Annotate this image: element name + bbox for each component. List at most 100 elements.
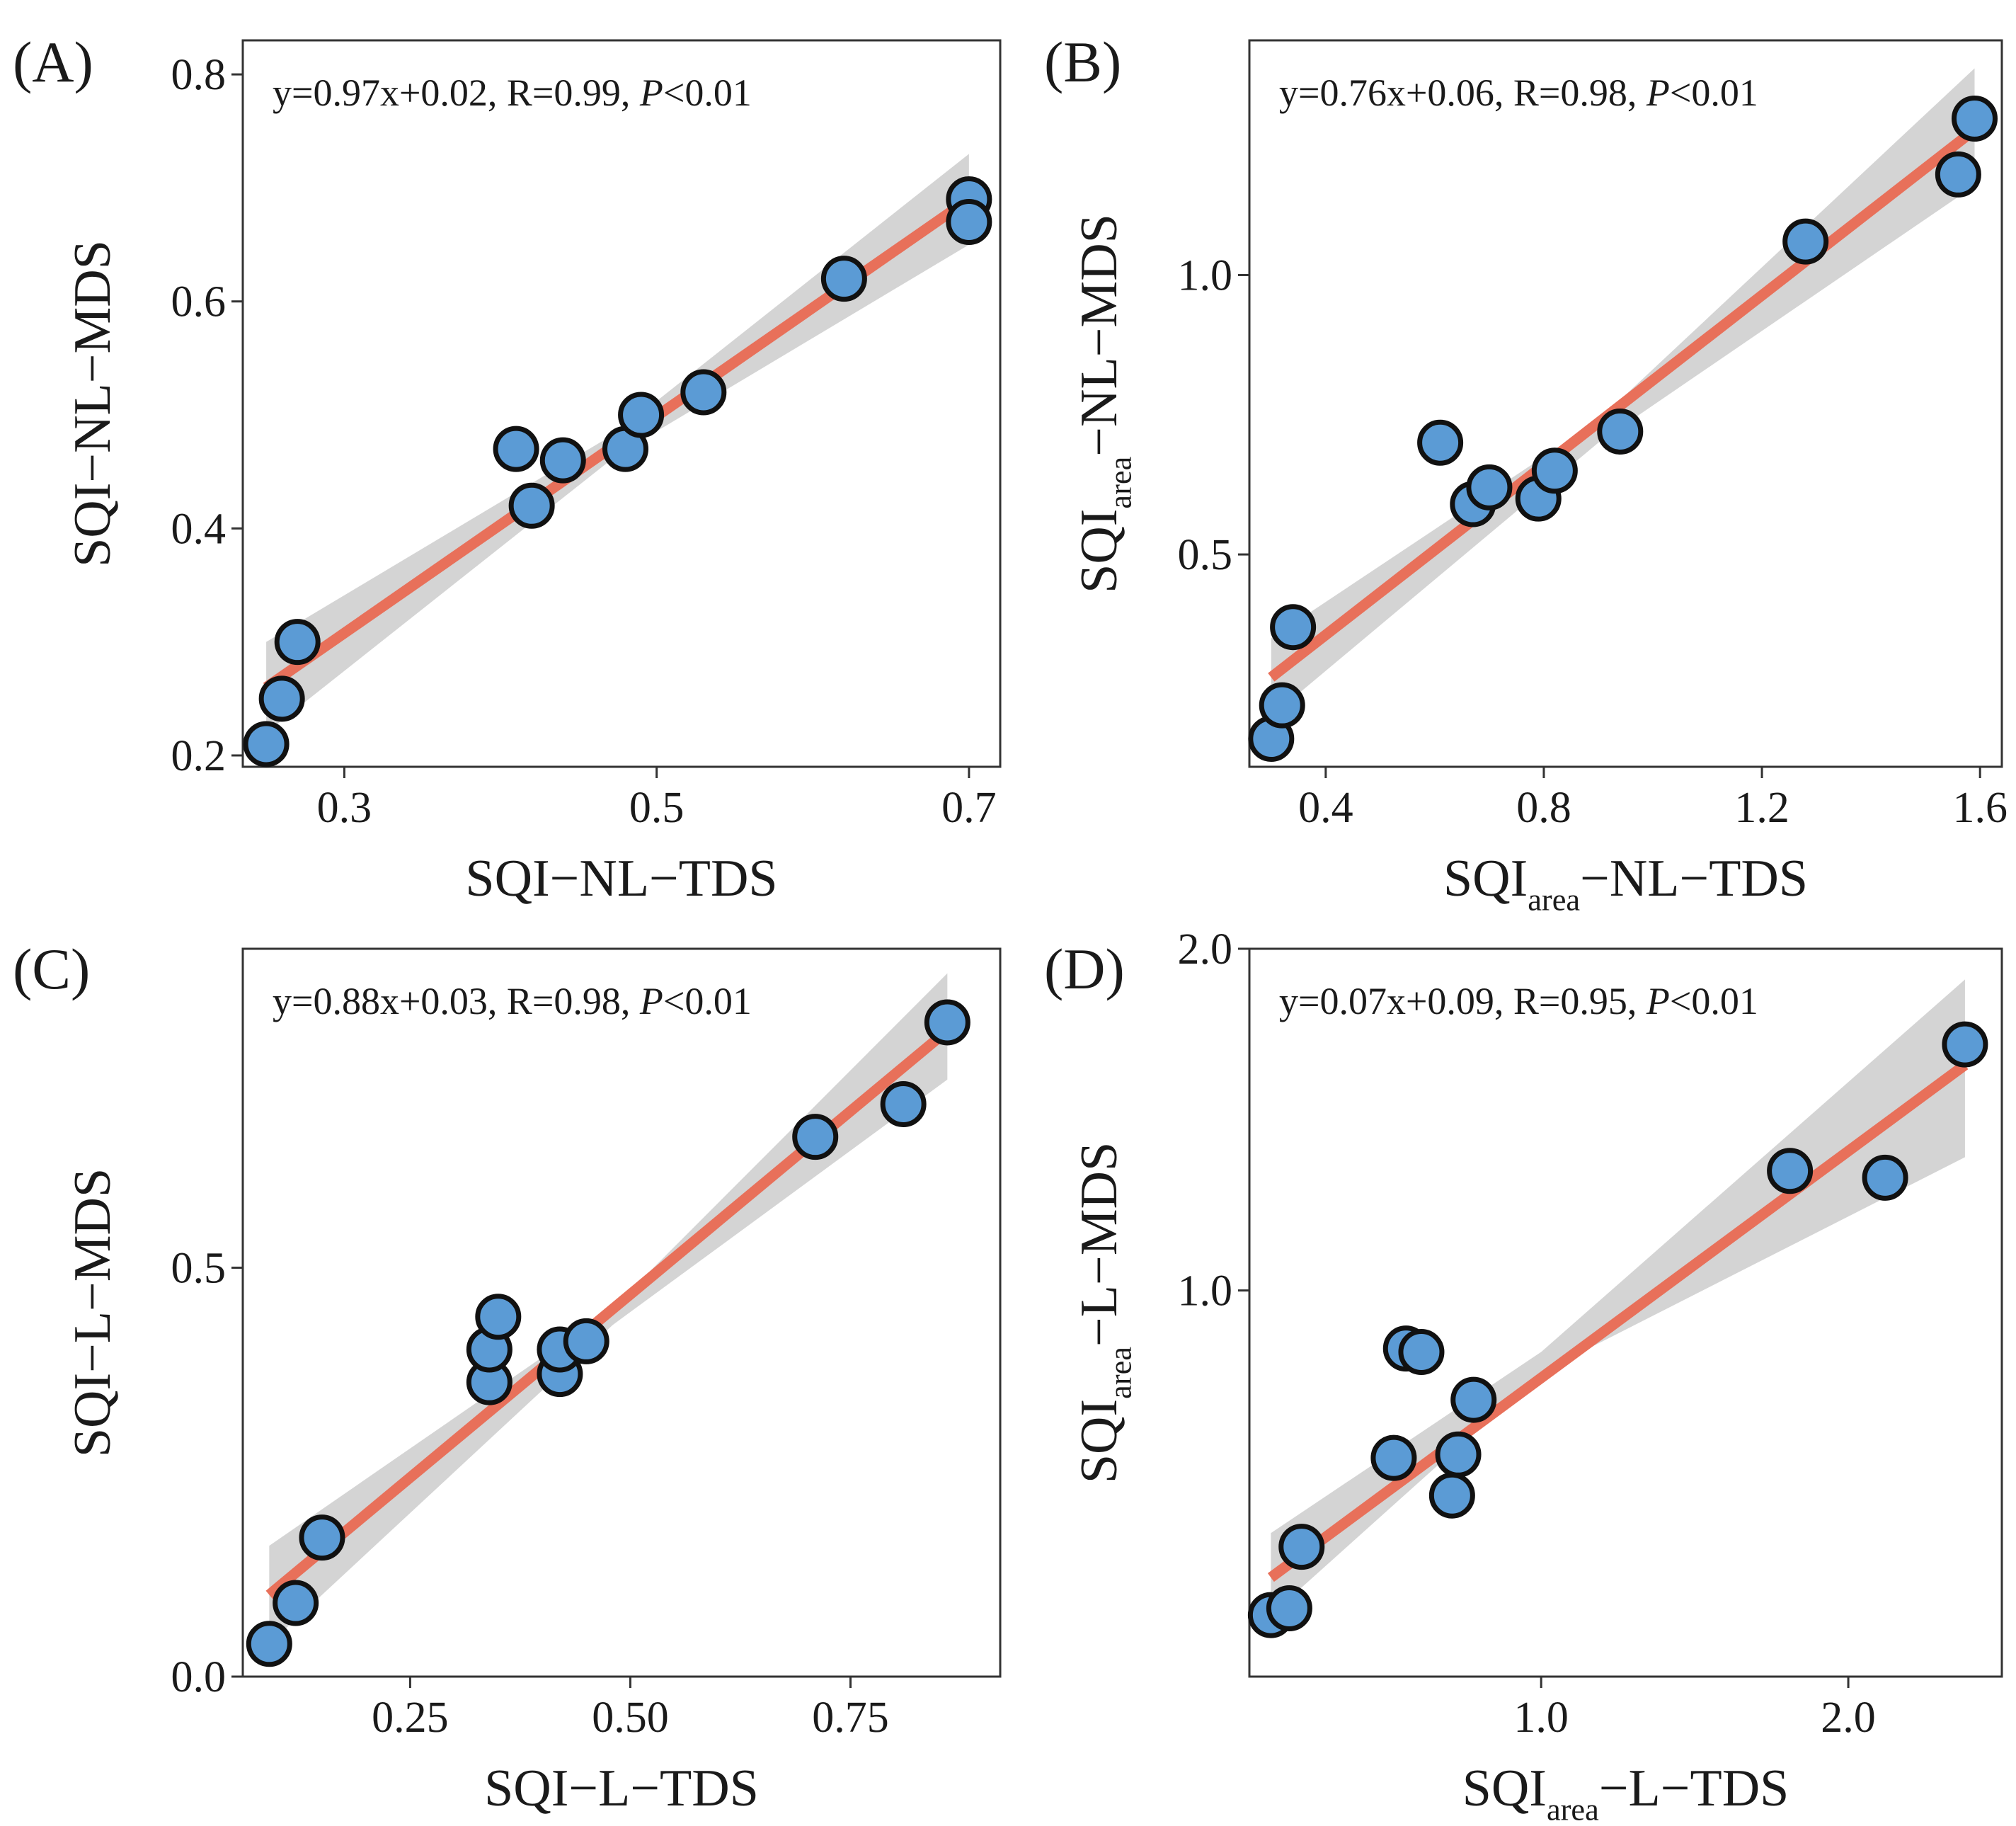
p-symbol: P [1646,72,1670,114]
x-axis-label: SQI−NL−TDS [465,850,777,908]
equation-annotation: y=0.76x+0.06, R=0.98, P<0.01 [1279,72,1758,114]
p-symbol: P [1646,980,1670,1022]
data-point [1597,408,1644,455]
x-tick-label: 1.2 [1734,784,1789,832]
data-point [1466,464,1513,510]
y-tick-label: 1.0 [1178,1267,1233,1316]
data-point [1435,1431,1482,1478]
panel-d: (D) 1.0 2.0 1.0 2.0 y=0.07x+0.09, R=0.95, P<0… [1044,925,2003,1826]
y-axis-label-rest: −L−MDS [1070,1142,1128,1347]
y-tick-label: 2.0 [1178,925,1233,974]
equation-annotation: y=0.88x+0.03, R=0.98, P<0.01 [273,980,752,1022]
data-point [243,721,290,768]
x-axis-label: SQI−L−TDS [484,1759,759,1818]
data-point [246,1621,292,1667]
y-tick-label: 0.4 [171,505,227,553]
panel-label: (D) [1044,937,1125,1001]
data-point [273,1580,319,1626]
y-tick-label: 0.5 [1178,531,1233,579]
y-axis-label-main: SQI [1070,1399,1128,1483]
panel-label: (C) [13,937,90,1001]
equation-annotation: y=0.97x+0.02, R=0.99, P<0.01 [273,72,752,114]
data-point [946,199,992,245]
data-point [1398,1329,1445,1376]
regression-line [1267,1061,1969,1582]
x-axis-label: SQIarea−L−TDS [1462,1759,1789,1826]
x-axis-label-main: SQI [1443,850,1528,908]
data-point [1942,1021,1988,1068]
y-tick-label: 0.6 [171,278,227,326]
x-tick-label: 0.4 [1298,784,1353,832]
x-tick-label: 0.75 [812,1694,889,1742]
data-point [1428,1472,1475,1519]
equation-text: y=0.88x+0.03, R=0.98, [273,980,640,1022]
p-value: <0.01 [1670,980,1758,1022]
data-point [792,1114,839,1160]
data-point [563,1318,609,1364]
panel-label: (A) [13,30,93,94]
equation-annotation: y=0.07x+0.09, R=0.95, P<0.01 [1279,980,1758,1022]
x-axis-label: SQIarea−NL−TDS [1443,850,1808,918]
x-axis-label-main: SQI−L−TDS [484,1759,759,1818]
data-point [274,619,321,666]
confidence-band [1271,68,1975,717]
y-tick-label: 0.5 [171,1244,227,1292]
y-axis-label-main: SQI−NL−MDS [64,240,122,567]
x-tick-label: 0.8 [1516,784,1571,832]
y-axis-label-main: SQI [1070,509,1128,593]
data-point [820,256,867,302]
data-point [1278,1524,1325,1570]
x-tick-label: 2.0 [1821,1694,1876,1742]
panel-b: (B) 0.4 0.8 1.2 1.6 0.5 1.0 y=0.76x+0.06, R=0.9… [1044,30,2008,918]
x-axis-label-sub: area [1547,1792,1599,1826]
x-tick-label: 0.5 [629,784,685,832]
data-point [1782,218,1829,265]
panel-a: (A) 0.3 0.5 0.7 0.2 0.4 0.6 0.8 y=0.97x+0.02, R=… [13,30,1002,908]
x-tick-label: 0.25 [372,1694,449,1742]
data-point [680,369,727,416]
data-point [924,999,970,1046]
x-tick-label: 1.0 [1513,1694,1569,1742]
data-point [1531,447,1578,494]
data-point [618,392,665,438]
data-point [1862,1154,1908,1201]
data-point [493,426,539,472]
y-axis-label-sub: area [1103,1347,1138,1399]
confidence-band [269,973,948,1644]
p-symbol: P [639,980,663,1022]
y-axis-label-main: SQI−L−MDS [64,1168,122,1457]
equation-text: y=0.76x+0.06, R=0.98, [1279,72,1646,114]
y-tick-label: 0.2 [171,732,227,780]
x-axis-label-main: SQI [1462,1759,1547,1818]
data-point [1270,604,1317,651]
data-point [1266,1585,1312,1631]
p-value: <0.01 [1670,72,1758,114]
panel-c: (C) 0.25 0.50 0.75 0.0 0.5 y=0.88x+0.03, R=0.9… [13,937,1002,1818]
y-axis-label: SQI−L−MDS [64,1168,122,1457]
y-tick-label: 0.0 [171,1653,227,1701]
data-point [1951,95,1998,142]
x-tick-label: 0.7 [941,784,997,832]
y-axis-label-sub: area [1103,456,1138,508]
x-axis-label-sub: area [1528,882,1580,918]
data-point [1259,682,1305,729]
x-axis-label-rest: −L−TDS [1599,1759,1789,1818]
p-value: <0.01 [663,980,752,1022]
y-axis-label: SQIarea−L−MDS [1070,1142,1138,1483]
x-axis-label-rest: −NL−TDS [1580,850,1808,908]
y-axis-label-rest: −NL−MDS [1070,214,1128,457]
equation-text: y=0.97x+0.02, R=0.99, [273,72,640,114]
data-point [880,1080,927,1127]
equation-text: y=0.07x+0.09, R=0.95, [1279,980,1646,1022]
data-point [475,1294,522,1340]
panel-label: (B) [1044,30,1121,94]
x-tick-label: 1.6 [1952,784,2008,832]
y-axis-label: SQI−NL−MDS [64,240,122,567]
x-axis-label-main: SQI−NL−TDS [465,850,777,908]
data-point [539,437,586,484]
data-point [258,675,305,722]
data-point [1417,419,1464,466]
data-point [1935,151,1981,198]
x-tick-label: 0.50 [592,1694,669,1742]
